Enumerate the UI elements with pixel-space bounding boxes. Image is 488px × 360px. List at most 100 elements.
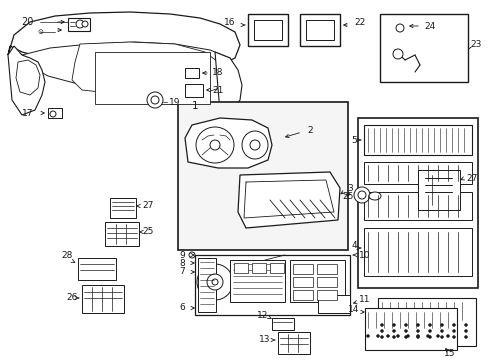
Circle shape bbox=[451, 329, 454, 333]
Circle shape bbox=[151, 96, 159, 104]
Circle shape bbox=[416, 324, 419, 327]
Text: 25: 25 bbox=[342, 192, 353, 201]
Text: 3: 3 bbox=[346, 184, 352, 193]
Text: 1: 1 bbox=[191, 101, 198, 111]
Circle shape bbox=[147, 92, 163, 108]
Text: 19: 19 bbox=[169, 98, 181, 107]
Text: 27: 27 bbox=[466, 174, 477, 183]
Circle shape bbox=[464, 324, 467, 327]
Circle shape bbox=[416, 334, 419, 338]
Polygon shape bbox=[215, 52, 242, 112]
Bar bbox=[251, 263, 265, 273]
Bar bbox=[178, 102, 347, 250]
Bar bbox=[316, 277, 336, 287]
Circle shape bbox=[395, 24, 403, 32]
Bar bbox=[364, 308, 456, 350]
Circle shape bbox=[380, 336, 383, 338]
Text: 18: 18 bbox=[212, 68, 224, 77]
Bar bbox=[417, 170, 459, 210]
Polygon shape bbox=[8, 12, 240, 68]
Bar bbox=[195, 255, 349, 315]
Circle shape bbox=[189, 252, 195, 258]
Bar bbox=[247, 14, 287, 46]
Bar bbox=[363, 125, 471, 155]
Circle shape bbox=[396, 334, 399, 338]
Text: 16: 16 bbox=[224, 18, 235, 27]
Circle shape bbox=[209, 140, 220, 150]
Polygon shape bbox=[22, 42, 235, 92]
Circle shape bbox=[406, 334, 408, 338]
Bar bbox=[377, 298, 475, 346]
Text: 8: 8 bbox=[179, 258, 184, 267]
Bar bbox=[95, 52, 209, 104]
Text: 23: 23 bbox=[469, 40, 481, 49]
Text: 24: 24 bbox=[424, 22, 435, 31]
Text: 5: 5 bbox=[350, 135, 356, 144]
Bar bbox=[278, 332, 309, 354]
Circle shape bbox=[206, 274, 223, 290]
Bar bbox=[253, 20, 282, 40]
Polygon shape bbox=[184, 118, 271, 168]
Circle shape bbox=[404, 329, 407, 333]
Ellipse shape bbox=[196, 127, 234, 163]
Bar bbox=[48, 108, 62, 118]
Bar bbox=[78, 258, 116, 280]
Bar bbox=[184, 68, 199, 78]
Circle shape bbox=[380, 329, 383, 333]
Circle shape bbox=[440, 336, 443, 338]
Text: 7: 7 bbox=[179, 267, 184, 276]
Circle shape bbox=[404, 336, 407, 338]
Circle shape bbox=[212, 279, 218, 285]
Bar bbox=[305, 20, 333, 40]
Circle shape bbox=[392, 329, 395, 333]
Circle shape bbox=[386, 334, 389, 338]
Circle shape bbox=[451, 336, 454, 338]
Circle shape bbox=[440, 329, 443, 333]
Bar bbox=[229, 260, 285, 302]
Bar bbox=[316, 290, 336, 300]
Polygon shape bbox=[238, 172, 339, 228]
Bar bbox=[299, 14, 339, 46]
Text: 28: 28 bbox=[61, 252, 73, 261]
Circle shape bbox=[376, 334, 379, 338]
Circle shape bbox=[464, 329, 467, 333]
Text: 21: 21 bbox=[212, 86, 223, 95]
Bar bbox=[292, 264, 312, 274]
Text: 12: 12 bbox=[257, 310, 268, 320]
Text: 20: 20 bbox=[21, 17, 33, 27]
Circle shape bbox=[197, 264, 232, 300]
Text: 15: 15 bbox=[443, 348, 455, 357]
Circle shape bbox=[416, 336, 419, 338]
Bar bbox=[316, 264, 336, 274]
Circle shape bbox=[427, 329, 430, 333]
Bar bbox=[317, 295, 349, 313]
Text: 17: 17 bbox=[22, 108, 34, 117]
Text: 25: 25 bbox=[142, 228, 153, 237]
Bar bbox=[363, 162, 471, 184]
Bar bbox=[292, 277, 312, 287]
Circle shape bbox=[436, 334, 439, 338]
Bar bbox=[105, 222, 139, 246]
Text: 11: 11 bbox=[359, 296, 370, 305]
Bar bbox=[292, 290, 312, 300]
Bar bbox=[289, 260, 345, 302]
Bar bbox=[271, 318, 293, 330]
Bar bbox=[269, 263, 284, 273]
Circle shape bbox=[50, 111, 56, 117]
Bar bbox=[68, 18, 90, 31]
Circle shape bbox=[392, 49, 402, 59]
Circle shape bbox=[427, 336, 430, 338]
Bar bbox=[234, 263, 247, 273]
Circle shape bbox=[353, 187, 369, 203]
Circle shape bbox=[82, 21, 88, 27]
Circle shape bbox=[426, 334, 428, 338]
Text: 4: 4 bbox=[350, 240, 356, 249]
Text: 22: 22 bbox=[354, 18, 365, 27]
Text: 6: 6 bbox=[179, 303, 184, 312]
Bar bbox=[363, 228, 471, 276]
Circle shape bbox=[451, 324, 454, 327]
Polygon shape bbox=[16, 60, 40, 95]
Circle shape bbox=[366, 334, 369, 338]
Bar bbox=[357, 118, 477, 288]
Text: 9: 9 bbox=[179, 251, 184, 260]
